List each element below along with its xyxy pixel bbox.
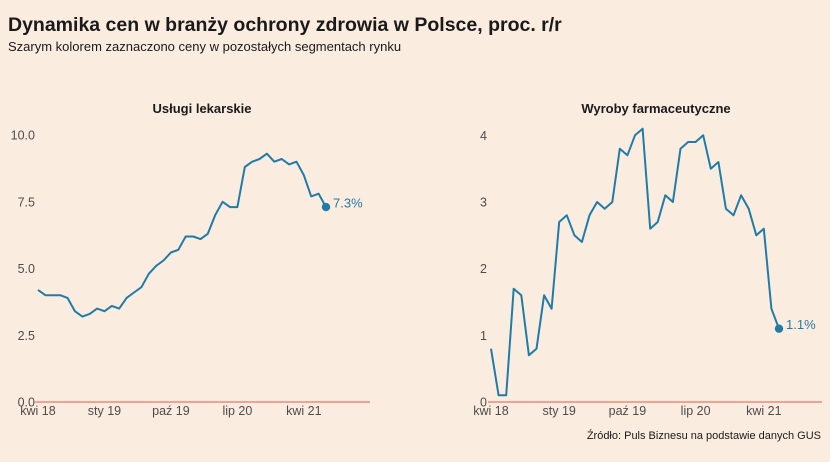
x-tick-label: lip 20 (222, 404, 252, 418)
y-tick-label: 1 (480, 329, 487, 343)
panel-wyroby-farmaceutyczne: Wyroby farmaceutyczne 0 1 2 3 4 kwi 18 sty 19 pa… (473, 101, 822, 418)
end-point (774, 324, 784, 333)
end-value-label: 1.1% (786, 317, 816, 332)
chart-subtitle: Szarym kolorem zaznaczono ceny w pozosta… (8, 39, 402, 54)
y-tick-label: 7.5 (18, 195, 35, 209)
series-line (490, 127, 780, 397)
panel-title: Wyroby farmaceutyczne (581, 101, 730, 116)
x-tick-label: sty 19 (543, 404, 576, 418)
y-tick-label: 4 (480, 129, 487, 143)
end-point (321, 202, 331, 212)
end-value-label: 7.3% (333, 196, 363, 211)
panel-uslugi-lekarskie: Usługi lekarskie 0.0 2.5 5.0 7.5 10.0 kwi 18 st… (11, 101, 370, 418)
series-line (37, 152, 327, 318)
chart-title: Dynamika cen w branży ochrony zdrowia w … (8, 14, 562, 36)
x-tick-label: lip 20 (681, 404, 711, 418)
x-tick-label: sty 19 (88, 404, 121, 418)
y-tick-label: 0.0 (18, 396, 35, 410)
y-tick-label: 5.0 (18, 262, 35, 276)
x-tick-label: paź 19 (609, 404, 647, 418)
x-tick-label: kwi 21 (746, 404, 781, 418)
y-tick-label: 2 (480, 262, 487, 276)
y-tick-label: 3 (480, 196, 487, 210)
x-tick-label: kwi 18 (20, 404, 55, 418)
y-tick-label: 10.0 (11, 129, 35, 143)
y-tick-label: 2.5 (18, 329, 35, 343)
x-tick-label: paź 19 (152, 404, 190, 418)
x-tick-label: kwi 21 (286, 404, 321, 418)
y-tick-label: 0 (480, 396, 487, 410)
x-tick-label: kwi 18 (473, 404, 508, 418)
panel-title: Usługi lekarskie (153, 101, 252, 116)
source-note: Źródło: Puls Biznesu na podstawie danych… (586, 430, 821, 442)
